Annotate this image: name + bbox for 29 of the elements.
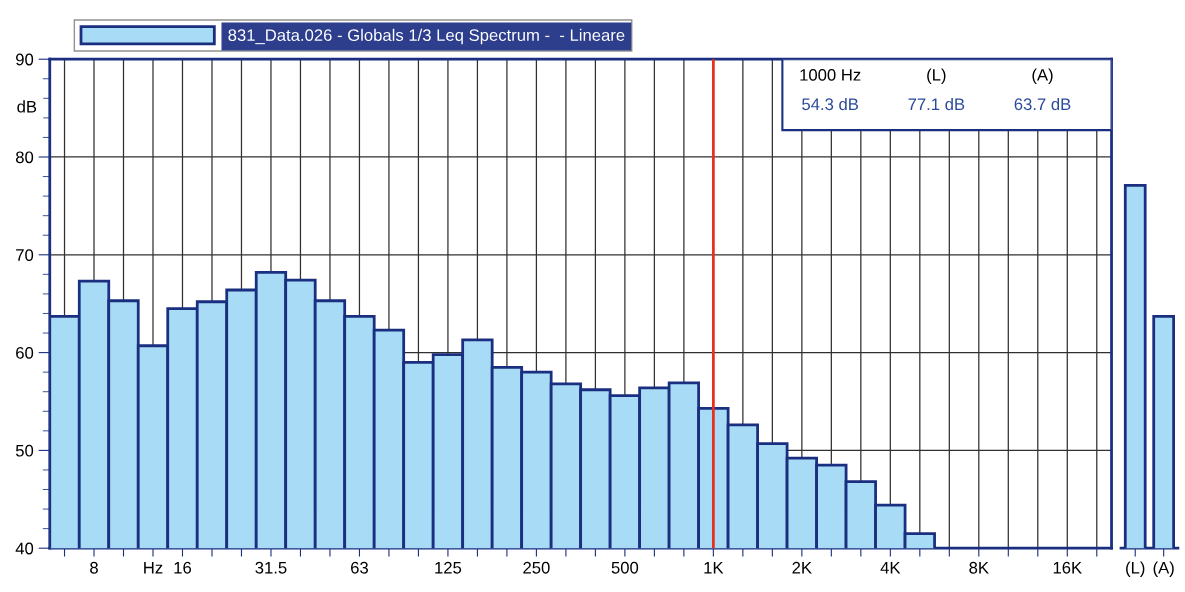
x-tick-label: 63 <box>351 561 368 574</box>
y-tick-label: 50 <box>15 444 34 457</box>
annotation: 54.3 dB <box>802 97 859 111</box>
annotation: 77.1 dB <box>908 97 965 111</box>
x-tick-label: 125 <box>435 561 462 574</box>
x-tick-label: 4K <box>880 562 901 574</box>
x-axis-title: Hz <box>144 562 163 574</box>
y-tick-label: 90 <box>16 53 34 66</box>
x-tick-label: (L) <box>1126 561 1145 577</box>
x-tick-label: 16K <box>1053 561 1082 574</box>
x-tick-label: 250 <box>523 561 550 574</box>
y-tick-label: 70 <box>16 249 34 261</box>
x-tick-label: 8K <box>969 561 989 574</box>
annotation: (A) <box>1032 68 1053 85</box>
x-tick-label: 2K <box>792 561 812 574</box>
x-tick-label: 31.5 <box>255 561 287 574</box>
annotation: 1000 Hz <box>800 68 861 81</box>
x-tick-label: 500 <box>611 561 639 574</box>
x-tick-label: (A) <box>1153 561 1174 577</box>
x-tick-label: 16 <box>174 561 192 574</box>
y-tick-label: 40 <box>15 542 34 555</box>
y-tick-label: 60 <box>16 347 34 359</box>
annotation: (L) <box>927 68 946 85</box>
y-tick-label: 80 <box>15 151 34 164</box>
annotation: 63.7 dB <box>1014 97 1071 111</box>
y-axis-title: dB <box>17 100 37 113</box>
text: 831_Data.026 - Globals 1/3 Leq Spectrum - - Lineare <box>228 28 625 45</box>
x-tick-label: 1K <box>704 562 724 574</box>
x-tick-label: 8 <box>90 561 98 574</box>
